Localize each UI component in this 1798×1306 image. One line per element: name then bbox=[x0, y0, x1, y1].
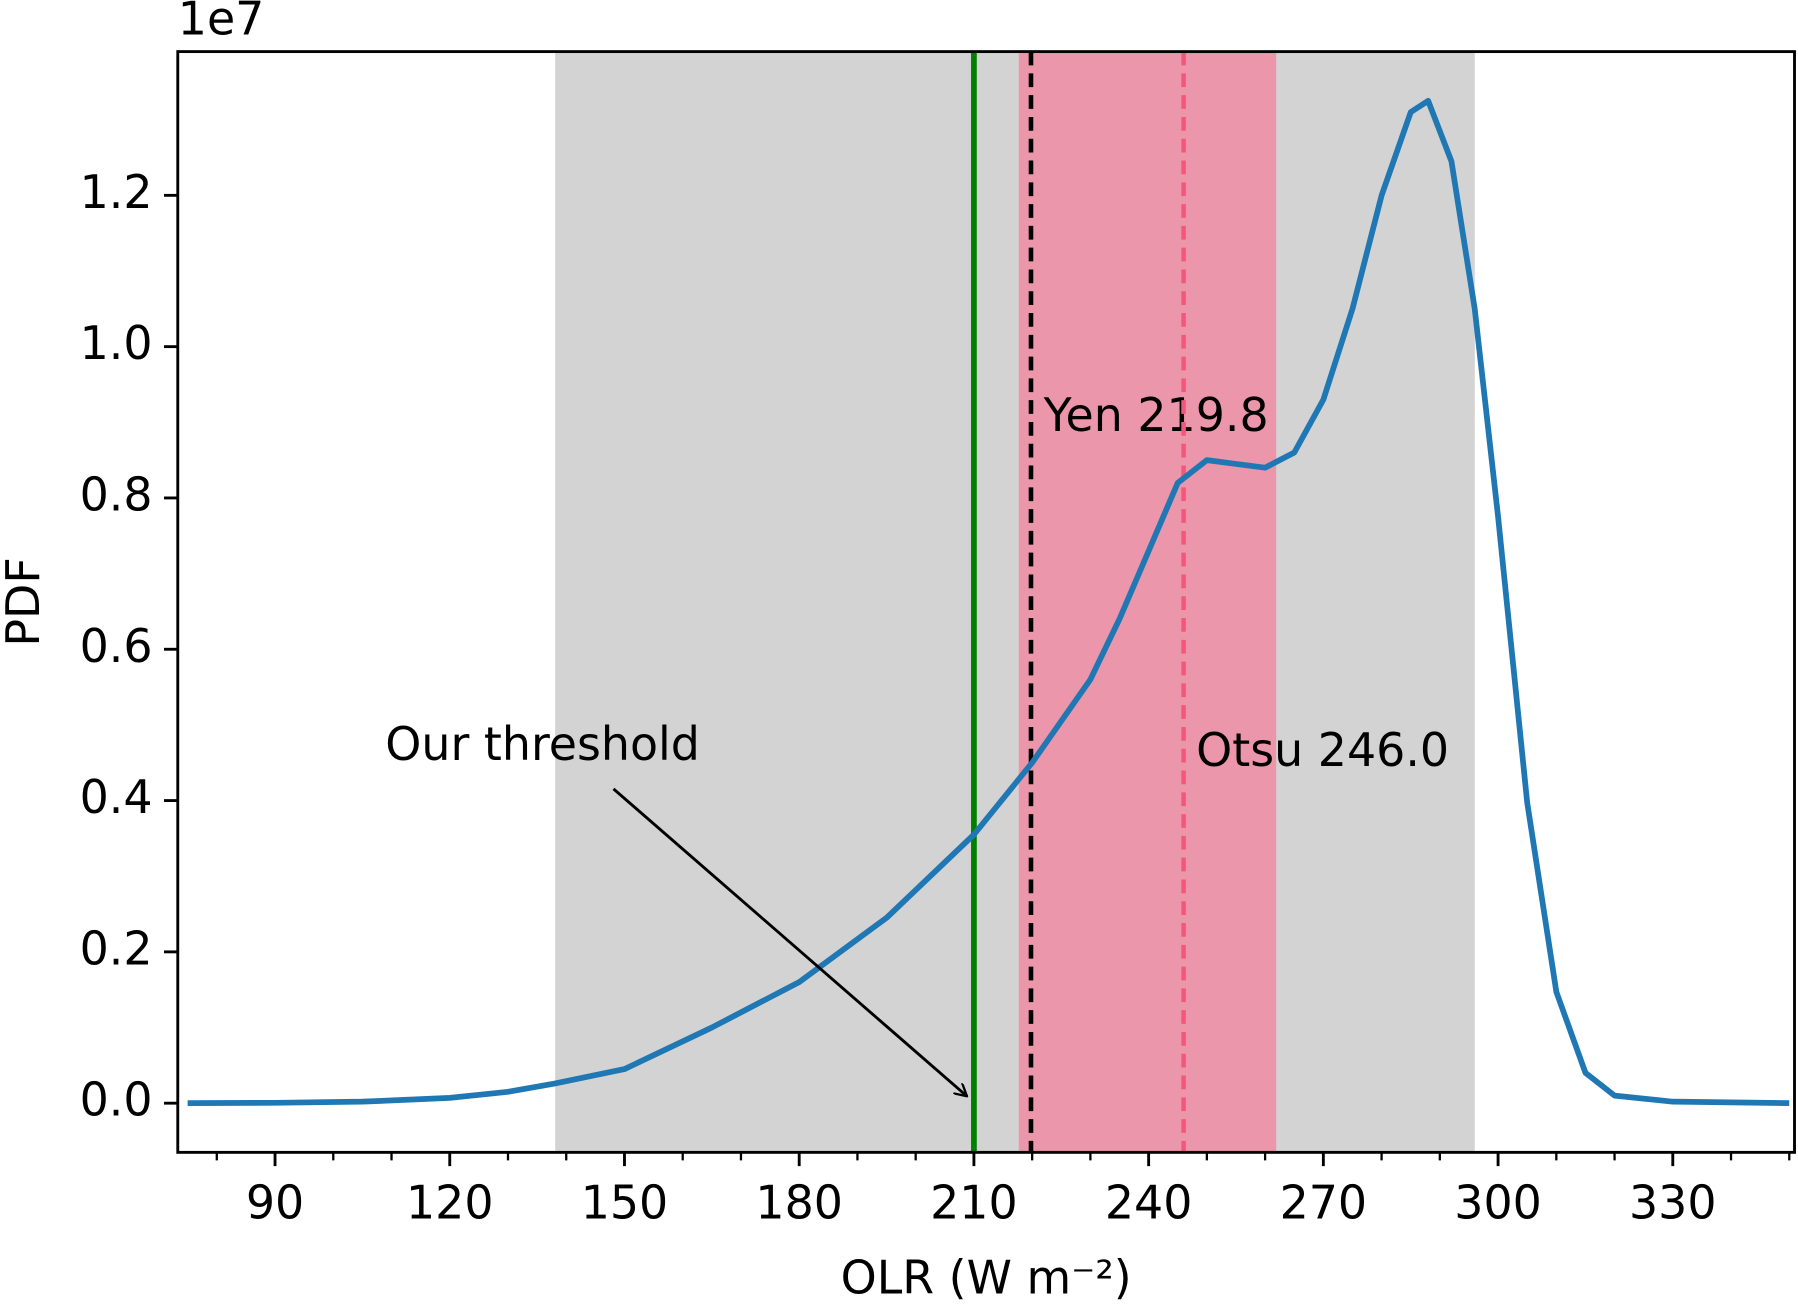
annotation-text: Our threshold bbox=[385, 717, 700, 771]
x-tick-label: 330 bbox=[1629, 1176, 1717, 1230]
x-tick-label: 270 bbox=[1280, 1176, 1368, 1230]
y-tick-label: 1.2 bbox=[80, 165, 153, 219]
annotation-arrow bbox=[612, 787, 967, 1096]
x-tick-label: 300 bbox=[1454, 1176, 1542, 1230]
y-axis-label: PDF bbox=[0, 557, 50, 646]
pdf-curve bbox=[187, 97, 1790, 1107]
y-tick-label: 1.0 bbox=[80, 316, 153, 370]
x-tick-label: 90 bbox=[246, 1176, 304, 1230]
x-tick-label: 210 bbox=[930, 1176, 1018, 1230]
shaded-span bbox=[555, 51, 1475, 1153]
x-tick-label: 120 bbox=[406, 1176, 494, 1230]
y-tick-label: 0.8 bbox=[80, 467, 153, 521]
plot-frame bbox=[176, 50, 1796, 1154]
x-tick-label: 240 bbox=[1105, 1176, 1193, 1230]
y-tick-label: 0.2 bbox=[80, 921, 153, 975]
shaded-span bbox=[1018, 51, 1277, 1153]
x-axis-label: OLR (W m⁻²) bbox=[841, 1250, 1132, 1304]
y-tick-label: 0.0 bbox=[80, 1073, 153, 1127]
y-tick-label: 0.6 bbox=[80, 619, 153, 673]
y-tick-label: 0.4 bbox=[80, 770, 153, 824]
offset-text: 1e7 bbox=[178, 0, 265, 45]
threshold-label: Otsu 246.0 bbox=[1196, 723, 1449, 777]
x-tick-label: 150 bbox=[581, 1176, 669, 1230]
threshold-label: Yen 219.8 bbox=[1043, 388, 1269, 442]
x-tick-label: 180 bbox=[755, 1176, 843, 1230]
